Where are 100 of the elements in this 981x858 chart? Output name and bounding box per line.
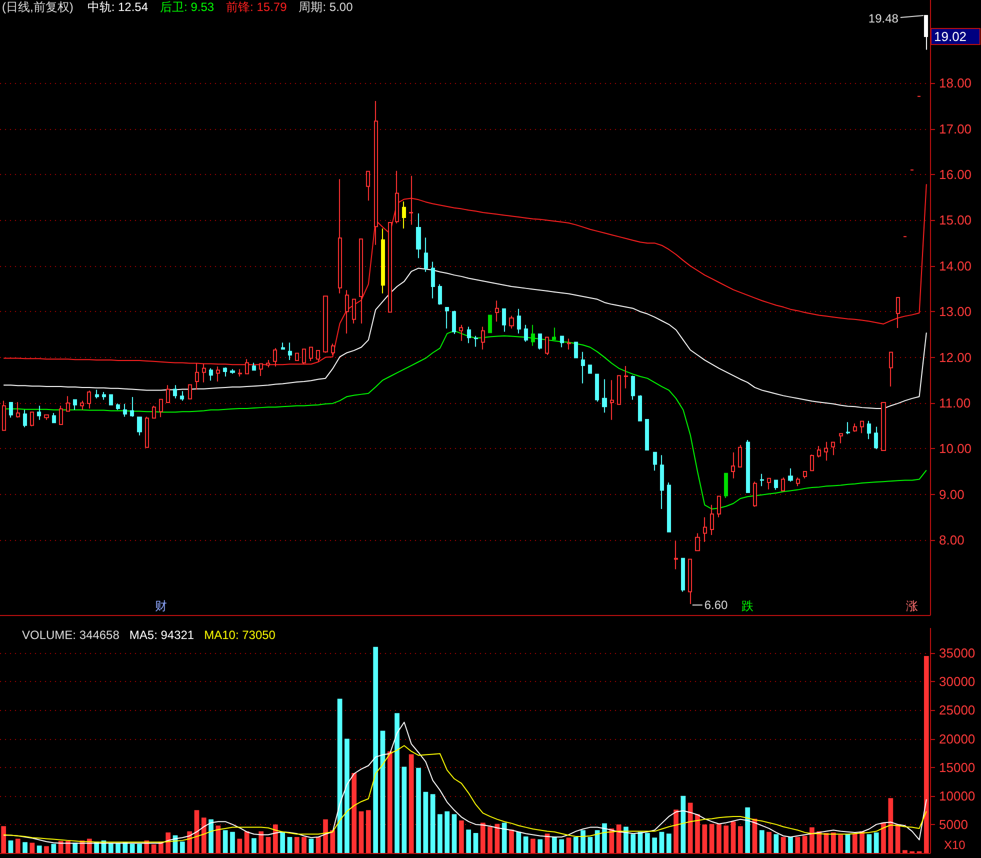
candlestick bbox=[531, 324, 535, 346]
bar bbox=[30, 842, 35, 853]
bar bbox=[874, 832, 879, 853]
candlestick bbox=[16, 402, 20, 418]
candlestick bbox=[266, 360, 270, 368]
bar bbox=[924, 656, 929, 853]
bar bbox=[609, 828, 614, 853]
candlestick bbox=[316, 350, 320, 362]
candlestick bbox=[102, 392, 106, 400]
y-tick-label: 10.00 bbox=[939, 441, 972, 456]
candlestick bbox=[674, 540, 678, 570]
annotation: 周期: 5.00 bbox=[298, 0, 354, 14]
bar bbox=[22, 842, 28, 853]
y-tick-label: 30000 bbox=[939, 674, 976, 690]
bar bbox=[588, 837, 593, 853]
y-tick-label: 17.00 bbox=[939, 121, 972, 136]
candlestick bbox=[595, 374, 599, 402]
bar bbox=[280, 832, 286, 853]
bar bbox=[394, 713, 400, 853]
bar bbox=[44, 846, 49, 853]
bar bbox=[8, 840, 14, 853]
candlestick bbox=[552, 327, 556, 340]
bar bbox=[860, 831, 864, 853]
bar bbox=[509, 830, 514, 853]
candlestick bbox=[95, 389, 99, 399]
candlestick bbox=[252, 362, 256, 372]
candlestick bbox=[488, 314, 492, 334]
candlestick bbox=[438, 284, 442, 306]
bar bbox=[402, 766, 407, 853]
bar bbox=[724, 826, 729, 853]
candlestick bbox=[173, 384, 177, 399]
y-tick-label: 14.00 bbox=[939, 258, 972, 274]
candlestick bbox=[817, 445, 821, 458]
candlestick bbox=[359, 238, 363, 324]
candlestick bbox=[9, 402, 13, 418]
candlestick bbox=[574, 342, 578, 358]
candlestick bbox=[502, 308, 506, 332]
candlestick bbox=[867, 420, 871, 440]
candlestick bbox=[545, 336, 549, 356]
bar bbox=[624, 826, 628, 853]
bar bbox=[738, 826, 743, 853]
candlestick bbox=[509, 315, 514, 330]
bar bbox=[702, 824, 708, 853]
candlestick bbox=[753, 481, 757, 508]
candlestick bbox=[717, 496, 721, 518]
candlestick bbox=[881, 402, 886, 452]
annotation: MA10: 73050 bbox=[204, 628, 276, 642]
bar bbox=[810, 827, 814, 853]
candlestick bbox=[273, 348, 277, 367]
bar bbox=[108, 843, 114, 853]
bar bbox=[766, 832, 772, 853]
candlestick bbox=[538, 334, 542, 350]
candlestick bbox=[145, 416, 149, 448]
candlestick bbox=[738, 444, 742, 468]
candlestick bbox=[331, 343, 335, 356]
y-axis-title: X10 bbox=[944, 838, 966, 852]
bar bbox=[302, 837, 306, 853]
candlestick bbox=[653, 452, 657, 472]
candlestick bbox=[323, 296, 328, 354]
candlestick bbox=[445, 307, 449, 330]
candlestick bbox=[374, 100, 378, 246]
candlestick bbox=[288, 342, 292, 361]
candlestick bbox=[230, 368, 235, 374]
candlestick bbox=[588, 364, 592, 374]
bar bbox=[473, 833, 478, 853]
bar bbox=[523, 836, 528, 853]
candlestick bbox=[202, 363, 206, 383]
candlestick bbox=[560, 336, 564, 348]
bar bbox=[566, 838, 572, 853]
candlestick bbox=[631, 375, 635, 400]
bar bbox=[366, 810, 371, 853]
candlestick bbox=[667, 482, 671, 532]
candlestick bbox=[452, 310, 456, 334]
candlestick bbox=[87, 390, 91, 409]
candlestick bbox=[839, 433, 843, 444]
candlestick bbox=[467, 326, 471, 344]
bar bbox=[15, 838, 20, 853]
candlestick bbox=[245, 358, 249, 374]
candlestick bbox=[602, 378, 607, 414]
candlestick bbox=[2, 400, 6, 431]
bar bbox=[430, 794, 436, 853]
candlestick bbox=[345, 290, 349, 334]
bar bbox=[594, 830, 600, 853]
bar bbox=[480, 822, 486, 853]
bar bbox=[287, 837, 292, 853]
candlestick bbox=[581, 351, 585, 384]
annotation: MA5: 94321 bbox=[129, 628, 194, 642]
candlestick bbox=[567, 338, 571, 350]
candlestick bbox=[59, 405, 63, 425]
candlestick bbox=[824, 441, 828, 462]
candlestick bbox=[803, 471, 807, 479]
y-tick-label: 25000 bbox=[939, 702, 976, 718]
candlestick bbox=[216, 366, 220, 382]
candlestick bbox=[338, 178, 342, 294]
bar bbox=[458, 820, 464, 853]
candlestick bbox=[810, 454, 814, 472]
candlestick bbox=[180, 390, 184, 402]
bar bbox=[423, 792, 428, 853]
bar bbox=[530, 838, 536, 853]
candlestick bbox=[695, 532, 700, 552]
